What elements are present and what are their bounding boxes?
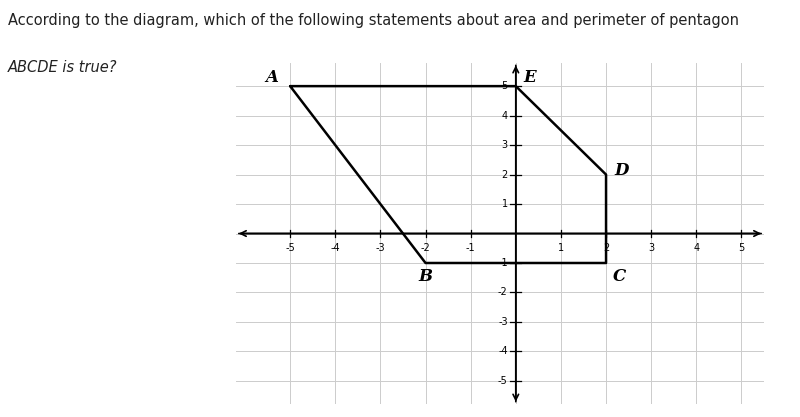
Text: C: C [613,268,626,285]
Text: -3: -3 [375,243,386,253]
Text: -5: -5 [286,243,295,253]
Text: 3: 3 [648,243,654,253]
Text: 2: 2 [603,243,609,253]
Text: E: E [523,69,536,86]
Text: 1: 1 [558,243,564,253]
Text: ABCDE is true?: ABCDE is true? [8,60,118,75]
Text: 4: 4 [694,243,699,253]
Text: 4: 4 [502,111,508,121]
Text: According to the diagram, which of the following statements about area and perim: According to the diagram, which of the f… [8,13,739,28]
Text: -1: -1 [498,258,508,268]
Text: -4: -4 [330,243,340,253]
Text: -5: -5 [498,376,508,386]
Text: D: D [614,162,629,178]
Text: A: A [266,69,278,86]
Text: -2: -2 [498,287,508,297]
Text: B: B [418,268,433,285]
Text: -3: -3 [498,317,508,327]
Text: 5: 5 [502,81,508,91]
Text: 1: 1 [502,199,508,209]
Text: -2: -2 [421,243,430,253]
Text: -1: -1 [466,243,475,253]
Text: -4: -4 [498,347,508,357]
Text: 5: 5 [738,243,745,253]
Text: 3: 3 [502,140,508,150]
Text: 2: 2 [502,170,508,180]
